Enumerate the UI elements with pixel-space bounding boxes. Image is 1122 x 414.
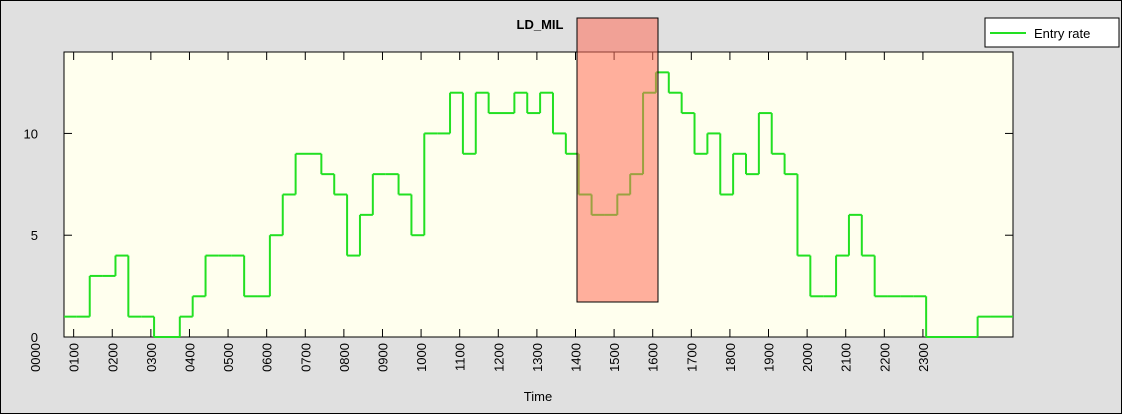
x-tick-label: 1700 xyxy=(684,343,699,372)
plot-area xyxy=(63,51,1014,338)
y-tick-label: 5 xyxy=(31,228,38,243)
x-tick-label: 1300 xyxy=(530,343,545,372)
x-tick-label: 1500 xyxy=(607,343,622,372)
x-tick-label: 1100 xyxy=(453,343,468,371)
selection-box[interactable] xyxy=(576,17,659,303)
x-tick-label: 1600 xyxy=(646,343,661,372)
x-tick-label: 1000 xyxy=(414,343,429,372)
y-tick-label: 0 xyxy=(31,330,38,345)
legend-label: Entry rate xyxy=(1034,26,1090,41)
x-tick-label: 1800 xyxy=(723,343,738,372)
x-tick-label: 0200 xyxy=(105,343,120,372)
x-tick-label: 2100 xyxy=(839,343,854,372)
x-tick-label: 2200 xyxy=(877,343,892,372)
x-tick-label: 2000 xyxy=(800,343,815,372)
y-tick-label: 10 xyxy=(24,126,38,141)
x-tick-label: 0600 xyxy=(260,343,275,372)
x-tick-label: 1400 xyxy=(568,343,583,372)
chart-title: LD_MIL xyxy=(517,17,564,32)
x-tick-label: 0700 xyxy=(298,343,313,372)
x-tick-label: 0100 xyxy=(67,343,82,372)
x-tick-label: 0900 xyxy=(375,343,390,372)
x-tick-label: 2300 xyxy=(916,343,931,372)
x-tick-label: 0300 xyxy=(144,343,159,372)
x-tick-label: 0000 xyxy=(28,343,43,372)
x-tick-label: 1200 xyxy=(491,343,506,372)
x-tick-label: 0800 xyxy=(337,343,352,372)
x-tick-label: 0500 xyxy=(221,343,236,372)
x-axis-label: Time xyxy=(524,389,552,404)
x-tick-label: 0400 xyxy=(182,343,197,372)
x-tick-label: 1900 xyxy=(762,343,777,372)
